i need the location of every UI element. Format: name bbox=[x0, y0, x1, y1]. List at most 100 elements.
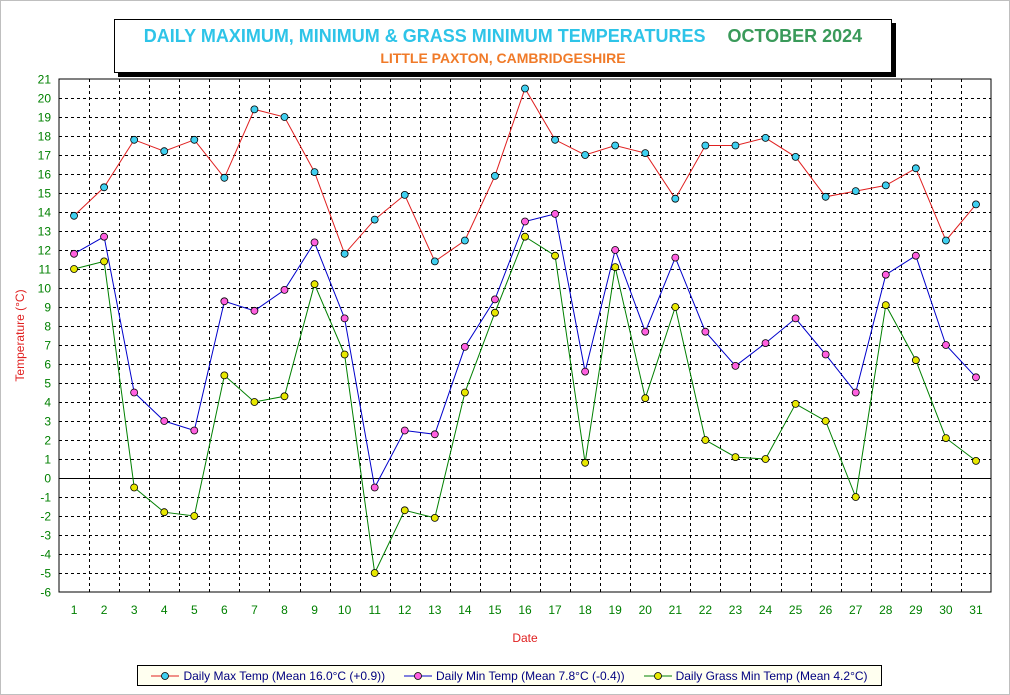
data-point-grass bbox=[521, 232, 529, 241]
legend-item-max: Daily Max Temp (Mean 16.0°C (+0.9)) bbox=[151, 669, 385, 683]
data-point-min bbox=[430, 430, 439, 439]
x-tick-label: 3 bbox=[131, 603, 138, 617]
data-point-max bbox=[250, 105, 259, 114]
x-tick-label: 25 bbox=[789, 603, 803, 617]
data-point-max bbox=[761, 133, 770, 142]
y-tick-label: 20 bbox=[38, 92, 52, 106]
data-point-min bbox=[310, 238, 319, 247]
x-tick-label: 18 bbox=[578, 603, 592, 617]
data-point-min bbox=[521, 217, 529, 226]
y-tick-label: -2 bbox=[40, 510, 51, 524]
y-tick-label: 9 bbox=[44, 301, 51, 315]
x-tick-label: 20 bbox=[639, 603, 653, 617]
chart-subtitle: LITTLE PAXTON, CAMBRIDGESHIRE bbox=[380, 50, 626, 66]
y-tick-label: 2 bbox=[44, 434, 51, 448]
x-tick-label: 7 bbox=[251, 603, 258, 617]
x-tick-label: 31 bbox=[969, 603, 983, 617]
data-point-min bbox=[701, 327, 710, 336]
x-tick-label: 21 bbox=[669, 603, 683, 617]
y-tick-label: -6 bbox=[40, 586, 51, 600]
data-point-grass bbox=[641, 394, 650, 403]
data-point-max bbox=[160, 147, 169, 156]
x-tick-label: 13 bbox=[428, 603, 442, 617]
data-point-grass bbox=[821, 417, 830, 425]
data-point-grass bbox=[881, 301, 890, 310]
data-point-min bbox=[731, 361, 740, 370]
legend-swatch-max bbox=[151, 671, 180, 680]
data-point-grass bbox=[160, 508, 169, 517]
data-point-max bbox=[731, 141, 740, 150]
data-point-grass bbox=[250, 398, 259, 406]
data-point-max bbox=[611, 141, 620, 150]
y-axis-label: Temperature (°C) bbox=[13, 289, 27, 381]
data-point-max bbox=[491, 171, 499, 180]
legend-item-grass: Daily Grass Min Temp (Mean 4.2°C) bbox=[643, 668, 868, 683]
data-point-min bbox=[280, 285, 289, 294]
x-tick-label: 9 bbox=[311, 603, 318, 617]
data-point-grass bbox=[130, 483, 139, 492]
data-point-max bbox=[130, 135, 139, 144]
data-point-max bbox=[280, 113, 289, 121]
x-tick-label: 23 bbox=[729, 603, 743, 617]
y-tick-label: 4 bbox=[44, 396, 51, 410]
title-box: DAILY MAXIMUM, MINIMUM & GRASS MINIMUM T… bbox=[114, 19, 892, 73]
data-point-min bbox=[611, 246, 620, 254]
data-point-max bbox=[100, 183, 108, 192]
data-point-max bbox=[220, 173, 229, 182]
data-point-min bbox=[70, 249, 78, 258]
legend-label-max: Daily Max Temp (Mean 16.0°C (+0.9)) bbox=[183, 668, 386, 683]
data-point-grass bbox=[190, 512, 199, 520]
data-point-grass bbox=[491, 308, 499, 317]
y-tick-label: 1 bbox=[44, 453, 51, 467]
data-point-grass bbox=[761, 455, 770, 463]
data-point-max bbox=[340, 249, 349, 258]
data-point-min bbox=[821, 350, 830, 359]
data-point-min bbox=[460, 342, 469, 351]
y-tick-label: -1 bbox=[40, 491, 51, 505]
data-point-max bbox=[430, 257, 439, 266]
x-axis-label: Date bbox=[512, 631, 538, 645]
y-tick-label: 13 bbox=[38, 225, 52, 239]
data-point-min bbox=[881, 270, 890, 279]
data-point-max bbox=[581, 151, 590, 159]
data-point-max bbox=[972, 200, 980, 209]
data-point-min bbox=[340, 314, 349, 323]
x-tick-label: 22 bbox=[699, 603, 713, 617]
legend-item-min: Daily Min Temp (Mean 7.8°C (-0.4)) bbox=[404, 669, 625, 683]
x-tick-label: 15 bbox=[488, 603, 502, 617]
x-tick-label: 19 bbox=[609, 603, 623, 617]
y-tick-label: 19 bbox=[38, 111, 52, 125]
y-tick-label: 15 bbox=[38, 187, 52, 201]
legend-swatch-min bbox=[404, 671, 433, 680]
data-point-max bbox=[460, 236, 469, 245]
data-point-max bbox=[911, 164, 920, 173]
data-point-max bbox=[551, 135, 559, 144]
y-tick-label: 14 bbox=[38, 206, 52, 220]
x-tick-label: 28 bbox=[879, 603, 893, 617]
y-tick-label: 11 bbox=[39, 263, 52, 277]
y-tick-label: 8 bbox=[44, 320, 51, 334]
data-point-grass bbox=[430, 514, 439, 522]
data-point-grass bbox=[340, 350, 349, 359]
y-tick-label: 18 bbox=[38, 130, 52, 144]
x-tick-label: 27 bbox=[849, 603, 863, 617]
legend: Daily Max Temp (Mean 16.0°C (+0.9)) Dail… bbox=[137, 665, 882, 686]
y-tick-label: 10 bbox=[38, 282, 52, 296]
data-point-min bbox=[581, 367, 590, 376]
data-point-max bbox=[671, 194, 680, 203]
x-tick-label: 26 bbox=[819, 603, 833, 617]
data-point-grass bbox=[400, 506, 409, 515]
data-point-grass bbox=[911, 356, 920, 365]
data-point-grass bbox=[611, 263, 620, 272]
x-tick-label: 10 bbox=[338, 603, 352, 617]
data-point-min bbox=[972, 373, 980, 382]
data-point-max bbox=[881, 181, 890, 190]
data-point-max bbox=[942, 236, 950, 245]
data-point-grass bbox=[280, 392, 289, 401]
legend-label-grass: Daily Grass Min Temp (Mean 4.2°C) bbox=[675, 668, 868, 683]
y-tick-label: 5 bbox=[44, 377, 51, 391]
data-point-grass bbox=[942, 434, 950, 443]
data-point-grass bbox=[100, 257, 108, 266]
y-tick-label: 6 bbox=[44, 358, 51, 372]
